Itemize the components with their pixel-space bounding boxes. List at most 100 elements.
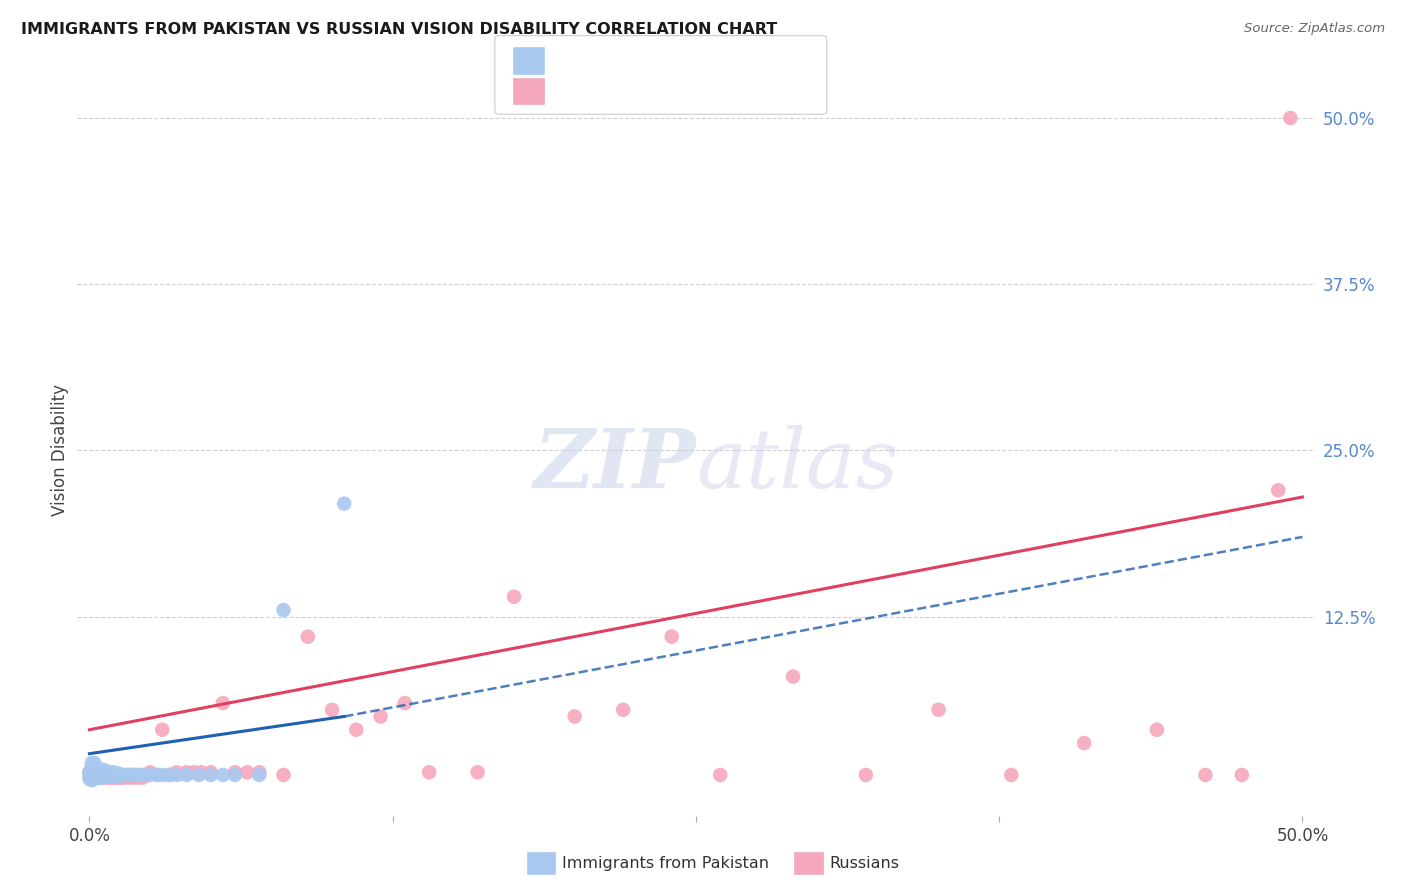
Point [79,769,101,783]
Point [333,497,356,511]
Point [928,703,950,717]
Point [105,768,128,782]
Point [344,723,367,737]
Point [418,765,440,780]
Point [212,768,235,782]
Point [96,771,118,785]
Point [89,763,111,777]
Point [96,769,118,783]
Point [97,768,120,782]
Point [139,765,162,780]
Point [93,769,115,783]
Point [90,771,112,785]
Point [89,768,111,782]
Point [83,768,105,782]
Point [709,768,731,782]
Point [146,768,169,782]
Point [97,766,120,780]
Point [89,768,111,782]
Point [80,764,103,778]
Text: Source: ZipAtlas.com: Source: ZipAtlas.com [1244,22,1385,36]
Point [80,766,103,780]
Point [80,768,103,782]
Point [80,763,103,777]
Point [122,771,145,785]
Point [236,765,259,780]
Point [97,771,120,785]
Point [139,768,162,782]
Point [273,768,295,782]
Point [83,765,105,780]
Point [79,765,101,780]
Point [1267,483,1289,498]
Point [117,768,139,782]
Point [83,768,105,782]
Point [80,773,103,788]
Point [110,768,132,782]
Text: ZIP: ZIP [533,425,696,505]
Point [83,765,105,780]
Point [90,765,112,780]
Point [90,768,112,782]
Point [93,771,115,785]
Text: N =: N = [651,49,690,67]
Point [110,771,132,785]
Point [112,768,135,782]
Point [86,769,108,783]
Point [80,771,103,785]
Point [83,772,105,786]
Point [107,769,129,783]
Point [321,703,343,717]
Point [93,766,115,780]
Point [86,766,108,780]
Point [176,765,198,780]
Point [467,765,489,780]
Point [112,771,135,785]
Point [86,771,108,785]
Point [146,768,169,782]
Point [855,768,877,782]
Point [89,771,111,785]
Point [89,765,111,780]
Point [122,768,145,782]
Point [103,765,125,780]
Point [612,703,634,717]
Text: N =: N = [651,81,690,99]
Point [176,768,198,782]
Point [159,768,181,782]
Point [124,768,146,782]
Text: IMMIGRANTS FROM PAKISTAN VS RUSSIAN VISION DISABILITY CORRELATION CHART: IMMIGRANTS FROM PAKISTAN VS RUSSIAN VISI… [21,22,778,37]
Point [127,768,149,782]
Point [83,760,105,774]
Point [107,771,129,785]
Point [224,768,246,782]
Point [200,768,222,782]
Point [166,765,188,780]
Text: atlas: atlas [696,425,898,505]
Point [83,766,105,780]
Point [90,771,112,785]
Point [83,763,105,777]
Point [1146,723,1168,737]
Point [105,771,128,785]
Point [132,771,155,785]
Point [86,771,108,785]
Point [90,768,112,782]
Point [200,765,222,780]
Point [107,766,129,780]
Point [1073,736,1095,750]
Point [159,768,181,782]
Point [661,630,683,644]
Text: R =: R = [553,81,591,99]
Point [80,771,103,785]
Point [564,709,586,723]
Point [100,771,122,785]
Point [86,768,108,782]
Point [96,764,118,778]
Point [273,603,295,617]
Point [166,768,188,782]
Text: 69: 69 [688,49,711,67]
Point [132,768,155,782]
Point [86,763,108,777]
Point [80,765,103,780]
